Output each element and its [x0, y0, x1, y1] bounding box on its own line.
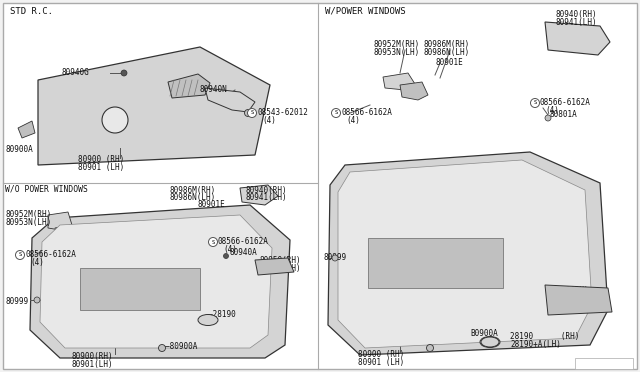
- Text: (4): (4): [262, 116, 276, 125]
- Circle shape: [34, 297, 40, 303]
- Text: 80999: 80999: [5, 297, 28, 306]
- Ellipse shape: [198, 314, 218, 326]
- Polygon shape: [168, 74, 210, 98]
- Text: 28190      (RH): 28190 (RH): [510, 332, 579, 341]
- Circle shape: [426, 344, 433, 352]
- Polygon shape: [545, 22, 610, 55]
- Text: —80900A: —80900A: [165, 342, 197, 351]
- Text: 80900 (RH): 80900 (RH): [78, 155, 124, 164]
- Circle shape: [159, 344, 166, 352]
- Text: 80901 (LH): 80901 (LH): [358, 358, 404, 367]
- Text: 80960(RH): 80960(RH): [548, 286, 589, 295]
- Text: 80940(RH): 80940(RH): [245, 186, 287, 195]
- Bar: [368, 238, 503, 288]
- Text: 80940G: 80940G: [62, 68, 90, 77]
- Text: 80952M(RH): 80952M(RH): [373, 40, 419, 49]
- Polygon shape: [38, 47, 270, 165]
- Circle shape: [102, 107, 128, 133]
- Circle shape: [332, 255, 338, 261]
- Polygon shape: [55, 225, 74, 243]
- Circle shape: [545, 115, 551, 121]
- Text: W/O POWER WINDOWS: W/O POWER WINDOWS: [5, 185, 88, 194]
- Text: 80901(LH): 80901(LH): [72, 360, 114, 369]
- Text: 80901E: 80901E: [198, 200, 226, 209]
- Polygon shape: [48, 212, 72, 230]
- Text: S: S: [250, 110, 253, 115]
- Text: 80986M(RH): 80986M(RH): [423, 40, 469, 49]
- Circle shape: [15, 250, 24, 260]
- Text: B0900A: B0900A: [470, 329, 498, 338]
- Text: 80901 (LH): 80901 (LH): [78, 163, 124, 172]
- Text: 08566-6162A: 08566-6162A: [341, 108, 392, 117]
- Text: 08566-6162A: 08566-6162A: [25, 250, 76, 259]
- Polygon shape: [18, 121, 35, 138]
- Text: 08566-6162A: 08566-6162A: [218, 237, 269, 246]
- Bar: [80, 268, 200, 310]
- Text: 2 09000?: 2 09000?: [578, 360, 612, 366]
- Polygon shape: [545, 285, 612, 315]
- Text: 80961(LH): 80961(LH): [548, 294, 589, 303]
- Text: 80953N(LH): 80953N(LH): [373, 48, 419, 57]
- Circle shape: [531, 99, 540, 108]
- Text: S: S: [19, 253, 22, 257]
- Circle shape: [244, 109, 252, 116]
- Text: 08543-62012: 08543-62012: [257, 108, 308, 117]
- Text: 80940(RH): 80940(RH): [555, 10, 596, 19]
- Text: 80941(LH): 80941(LH): [245, 193, 287, 202]
- Text: STD R.C.: STD R.C.: [10, 7, 53, 16]
- Polygon shape: [240, 185, 278, 205]
- Polygon shape: [40, 215, 272, 348]
- Text: 80986M(RH): 80986M(RH): [170, 186, 216, 195]
- Text: —28190: —28190: [208, 310, 236, 319]
- Polygon shape: [383, 73, 415, 90]
- Text: W/POWER WINDOWS: W/POWER WINDOWS: [325, 7, 406, 16]
- Text: 80950(RH): 80950(RH): [260, 256, 301, 265]
- Circle shape: [121, 70, 127, 76]
- Text: 80986N(LH): 80986N(LH): [170, 193, 216, 202]
- Text: (4): (4): [346, 116, 360, 125]
- Text: 80900A: 80900A: [5, 145, 33, 154]
- Polygon shape: [400, 82, 428, 100]
- Text: 80951(LH): 80951(LH): [260, 264, 301, 273]
- Polygon shape: [205, 88, 255, 112]
- Text: S: S: [334, 110, 338, 115]
- Circle shape: [223, 253, 228, 259]
- Polygon shape: [255, 258, 294, 275]
- Text: S: S: [533, 100, 536, 106]
- Text: 80953N(LH): 80953N(LH): [5, 218, 51, 227]
- Text: 80952M(RH): 80952M(RH): [5, 210, 51, 219]
- Ellipse shape: [481, 337, 499, 347]
- Circle shape: [248, 109, 257, 118]
- Text: 80801A: 80801A: [550, 110, 578, 119]
- Text: (4): (4): [545, 106, 559, 115]
- Text: 08566-6162A: 08566-6162A: [540, 98, 591, 107]
- Polygon shape: [338, 160, 592, 348]
- Circle shape: [209, 237, 218, 247]
- Text: 80900(RH): 80900(RH): [72, 352, 114, 361]
- Circle shape: [332, 109, 340, 118]
- Text: 80999: 80999: [323, 253, 346, 262]
- Text: S: S: [211, 240, 214, 244]
- Text: 28190+A(LH): 28190+A(LH): [510, 340, 561, 349]
- Bar: [575, 358, 633, 369]
- Polygon shape: [328, 152, 608, 355]
- Polygon shape: [30, 205, 290, 358]
- Text: 80940N: 80940N: [200, 85, 228, 94]
- Ellipse shape: [480, 337, 500, 347]
- Text: 80940A: 80940A: [230, 248, 258, 257]
- Text: 80900 (RH): 80900 (RH): [358, 350, 404, 359]
- Text: (4): (4): [30, 258, 44, 267]
- Text: (4): (4): [223, 245, 237, 254]
- Text: 80986N(LH): 80986N(LH): [423, 48, 469, 57]
- Text: 80941(LH): 80941(LH): [555, 18, 596, 27]
- Text: 80901E: 80901E: [435, 58, 463, 67]
